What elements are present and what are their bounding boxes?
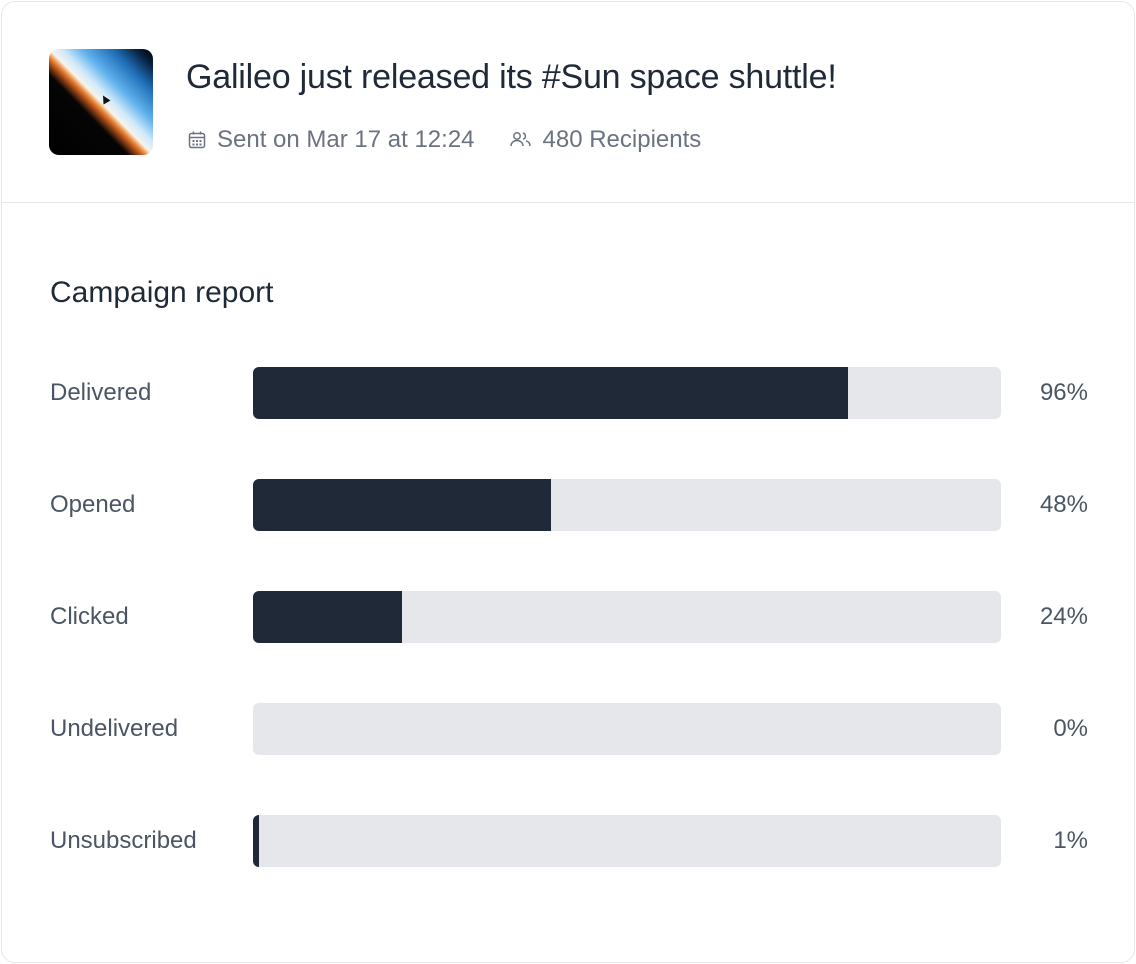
row-label: Delivered (50, 379, 152, 406)
users-icon (509, 132, 531, 147)
report-row-unsubscribed: Unsubscribed 1% (2, 815, 1134, 867)
row-percentage: 24% (1039, 603, 1088, 630)
progress-fill (253, 367, 848, 419)
progress-track (253, 703, 1001, 755)
progress-track (253, 591, 1001, 643)
progress-track (253, 367, 1001, 419)
recipients: 480 Recipients (509, 126, 702, 154)
row-percentage: 96% (1039, 379, 1088, 406)
report-row-opened: Opened 48% (2, 479, 1134, 531)
campaign-thumbnail (49, 49, 153, 155)
report-row-delivered: Delivered 96% (2, 367, 1134, 419)
campaign-title: Galileo just released its #Sun space shu… (186, 58, 837, 96)
calendar-icon (188, 131, 206, 149)
progress-track (253, 815, 1001, 867)
recipients-text: 480 Recipients (542, 126, 702, 153)
row-percentage: 1% (1053, 827, 1088, 854)
campaign-meta: Sent on Mar 17 at 12:24 480 Recipients (187, 126, 735, 154)
progress-track (253, 479, 1001, 531)
report-row-undelivered: Undelivered 0% (2, 703, 1134, 755)
shuttle-image (99, 93, 111, 105)
report-row-clicked: Clicked 24% (2, 591, 1134, 643)
row-label: Unsubscribed (50, 827, 197, 854)
sent-date: Sent on Mar 17 at 12:24 (187, 126, 475, 154)
row-label: Opened (50, 491, 136, 518)
row-percentage: 48% (1039, 491, 1088, 518)
row-label: Clicked (50, 603, 129, 630)
row-percentage: 0% (1053, 715, 1088, 742)
progress-fill (253, 479, 551, 531)
sent-text: Sent on Mar 17 at 12:24 (217, 126, 475, 153)
campaign-header: Galileo just released its #Sun space shu… (2, 2, 1134, 203)
report-title: Campaign report (50, 276, 274, 309)
progress-fill (253, 815, 259, 867)
progress-fill (253, 591, 402, 643)
row-label: Undelivered (50, 715, 179, 742)
